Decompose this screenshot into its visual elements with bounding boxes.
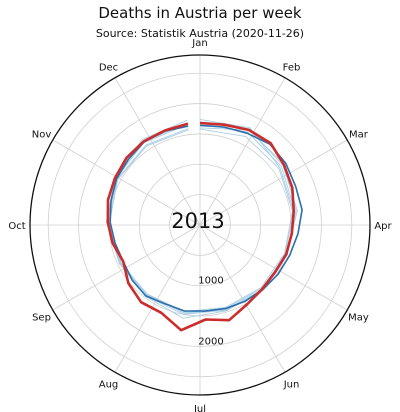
- month-label-oct: Oct: [8, 221, 25, 232]
- month-label-feb: Feb: [283, 63, 301, 74]
- series-lines: [106, 118, 303, 332]
- axis-labels: Jan Feb Mar Apr May Jun Jul Aug Sep Oct Nov Dec 1000…: [8, 38, 392, 412]
- month-label-dec: Dec: [99, 63, 118, 74]
- center-year-label: 2013: [171, 209, 224, 233]
- chart-title: Deaths in Austria per week: [98, 4, 302, 22]
- month-label-may: May: [348, 313, 369, 324]
- series-line-previous: [109, 124, 303, 312]
- angular-grid-line: [114, 77, 201, 226]
- month-label-nov: Nov: [32, 130, 52, 141]
- month-label-jul: Jul: [193, 404, 206, 412]
- angular-grid-line: [199, 139, 348, 226]
- month-label-jan: Jan: [191, 38, 207, 49]
- month-label-jun: Jun: [283, 379, 300, 390]
- angular-grid-line: [199, 224, 348, 311]
- angular-grid-line: [52, 139, 201, 226]
- polar-outline: [29, 54, 371, 396]
- angular-grid-line: [199, 77, 286, 226]
- radial-tick-label: 1000: [198, 276, 223, 287]
- month-label-apr: Apr: [374, 221, 392, 232]
- chart-subtitle: Source: Statistik Austria (2020-11-26): [95, 27, 305, 40]
- series-line-other-years: [109, 128, 293, 313]
- angular-grid-line: [199, 224, 286, 373]
- radial-tick-label: 2000: [198, 336, 223, 347]
- series-line-highlight: [106, 121, 295, 332]
- month-label-aug: Aug: [99, 379, 119, 390]
- month-label-mar: Mar: [349, 130, 369, 141]
- month-label-sep: Sep: [32, 313, 51, 324]
